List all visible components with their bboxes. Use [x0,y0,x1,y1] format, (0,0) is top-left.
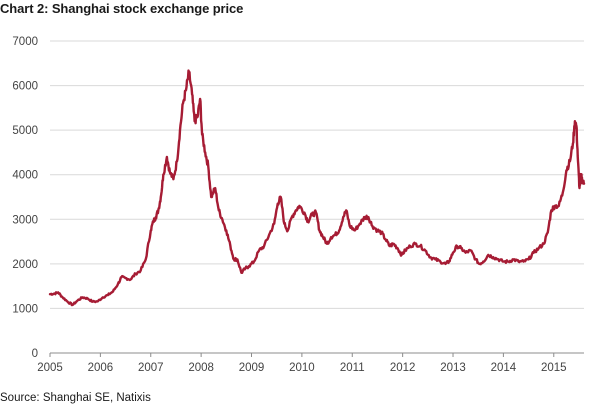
x-tick-label-2010: 2010 [289,362,315,374]
x-axis-tick-labels: 2005 2006 2007 2008 2009 2010 2011 2012 2013 2014… [37,362,566,374]
y-tick-label-1000: 1000 [12,303,38,315]
x-tick-label-2015: 2015 [541,362,567,374]
x-tick-label-2005: 2005 [37,362,63,374]
y-tick-label-7000: 7000 [12,36,38,48]
x-tick-label-2008: 2008 [188,362,214,374]
x-tick-label-2011: 2011 [340,362,365,374]
x-tick-label-2009: 2009 [239,362,265,374]
x-tick-label-2007: 2007 [138,362,164,374]
y-tick-label-0: 0 [32,348,38,360]
y-tick-label-2000: 2000 [12,259,38,271]
x-tick-label-2012: 2012 [390,362,416,374]
x-tick-label-2006: 2006 [88,362,114,374]
series-group [48,69,586,307]
y-tick-label-3000: 3000 [12,214,38,226]
y-axis-tick-labels: 0 1000 2000 3000 4000 5000 6000 7000 [12,36,38,360]
y-tick-label-4000: 4000 [12,170,38,182]
chart-title: Chart 2: Shanghai stock exchange price [0,1,244,16]
source-note: Source: Shanghai SE, Natixis [0,392,151,404]
gridlines [50,40,584,309]
x-tick-label-2014: 2014 [491,362,517,374]
y-tick-label-5000: 5000 [12,125,38,137]
series-line-0 [48,69,586,307]
y-tick-label-6000: 6000 [12,81,38,93]
x-axis [49,352,584,357]
x-tick-label-2013: 2013 [440,362,466,374]
